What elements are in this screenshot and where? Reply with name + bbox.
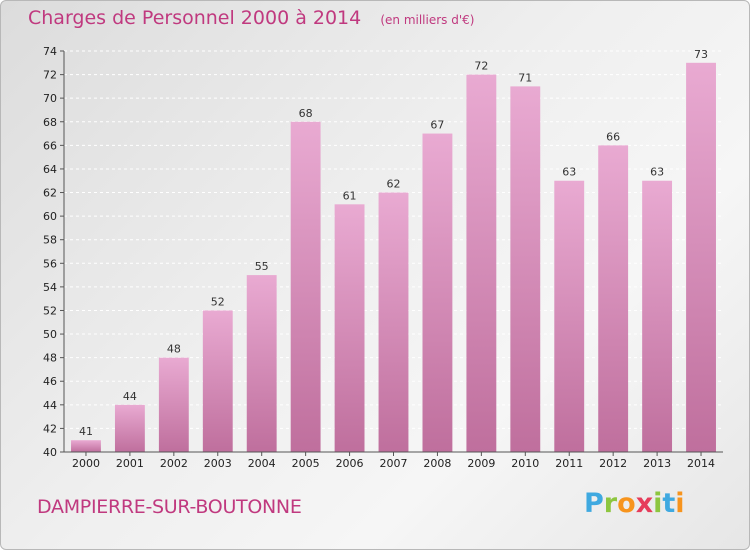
bars-layer [71,62,716,453]
y-tick-label: 74 [43,45,57,58]
x-tick-label: 2010 [511,457,539,470]
y-tick-label: 54 [43,281,57,294]
y-tick-label: 50 [43,328,57,341]
bar [202,310,233,452]
x-tick-label: 2014 [687,457,715,470]
y-tick-label: 44 [43,399,57,412]
bar-value-label: 44 [123,390,137,403]
chart-title: Charges de Personnel 2000 à 2014 [28,7,362,29]
bar-value-label: 67 [430,119,444,132]
bar-value-label: 41 [79,425,93,438]
bar [642,180,673,452]
logo-letter: t [662,488,676,519]
y-tick-label: 56 [43,257,57,270]
x-tick-label: 2011 [555,457,583,470]
bar-value-label: 52 [211,295,225,308]
bar-value-label: 73 [694,48,708,61]
y-tick-label: 60 [43,210,57,223]
labels-layer: 41 44 48 52 55 68 61 62 67 72 71 63 66 63 73 [79,48,708,438]
x-tick-label: 2004 [248,457,276,470]
x-tick-label: 2012 [599,457,627,470]
logo-letter: x [635,488,654,519]
bar [422,133,453,452]
x-tick-label: 2008 [423,457,451,470]
commune-name: DAMPIERRE-SUR-BOUTONNE [37,496,302,518]
bar-value-label: 62 [387,178,401,191]
bar [158,357,189,452]
logo-letter: o [617,488,636,519]
logo-letter: i [653,488,663,519]
y-tick-label: 64 [43,163,57,176]
y-tick-label: 40 [43,446,57,459]
bar-value-label: 63 [562,166,576,179]
y-tick-label: 42 [43,422,57,435]
x-tick-label: 2001 [116,457,144,470]
bar [466,74,497,453]
bar-value-label: 66 [606,130,620,143]
logo-letter: i [675,488,685,519]
bar [71,440,101,452]
bar-value-label: 71 [518,71,532,84]
logo-letter: r [603,488,618,519]
y-tick-label: 70 [43,92,57,105]
bar [114,404,145,452]
bar-value-label: 63 [650,166,664,179]
title-row: Charges de Personnel 2000 à 2014 (en mil… [28,7,474,29]
x-tick-label: 2000 [72,457,100,470]
bar [334,204,365,452]
proxiti-logo[interactable]: Proxiti [584,488,685,519]
x-tick-label: 2007 [380,457,408,470]
y-tick-label: 58 [43,234,57,247]
bar-value-label: 61 [343,189,357,202]
y-tick-label: 46 [43,375,57,388]
y-tick-label: 62 [43,187,57,200]
x-tick-label: 2005 [292,457,320,470]
bar [598,145,629,452]
y-tick-label: 72 [43,69,57,82]
y-tick-label: 48 [43,352,57,365]
bar-value-label: 55 [255,260,269,273]
chart-subtitle: (en milliers d'€) [380,13,475,27]
x-tick-label: 2002 [160,457,188,470]
y-tick-label: 68 [43,116,57,129]
y-tick-label: 66 [43,139,57,152]
bar [510,86,541,452]
x-tick-label: 2003 [204,457,232,470]
x-tick-label: 2009 [467,457,495,470]
bar [378,192,409,452]
logo-letter: P [584,488,604,519]
bar [290,121,321,452]
bar [686,62,716,452]
y-tick-label: 52 [43,304,57,317]
axis-layer: 40 42 44 46 48 50 52 54 56 58 60 62 64 66 68 70 72 74 2000… [43,45,723,470]
bar [246,275,277,452]
x-tick-label: 2013 [643,457,671,470]
bar-value-label: 68 [299,107,313,120]
bar-value-label: 48 [167,343,181,356]
bar [554,180,585,452]
bar-value-label: 72 [474,60,488,73]
x-tick-label: 2006 [336,457,364,470]
